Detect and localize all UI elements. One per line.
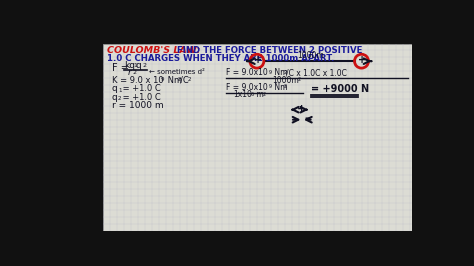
Text: Nm: Nm <box>272 83 287 92</box>
Text: Nm: Nm <box>164 76 182 85</box>
Bar <box>103 44 412 231</box>
Text: 9: 9 <box>268 84 272 89</box>
Text: r: r <box>128 68 131 77</box>
Text: -: - <box>304 112 309 125</box>
Bar <box>59 32 427 44</box>
Text: 2: 2 <box>118 97 122 101</box>
Text: F =: F = <box>112 63 129 73</box>
Text: = +1.0 C: = +1.0 C <box>120 84 161 93</box>
Text: 1000m: 1000m <box>273 76 299 85</box>
Text: +: + <box>254 56 262 65</box>
Text: /C: /C <box>180 76 189 85</box>
Text: 6: 6 <box>251 92 254 97</box>
Text: K = 9.0 x 10: K = 9.0 x 10 <box>112 76 164 85</box>
Text: FIND THE FORCE BETWEEN 2 POSITIVE: FIND THE FORCE BETWEEN 2 POSITIVE <box>174 47 362 56</box>
Bar <box>412 32 427 237</box>
Text: 1x10: 1x10 <box>234 90 253 99</box>
Text: kq: kq <box>124 61 136 70</box>
Text: 2: 2 <box>283 84 286 89</box>
Text: 1: 1 <box>118 88 122 93</box>
Text: m: m <box>254 90 264 99</box>
Text: COULOMB'S LAW:: COULOMB'S LAW: <box>107 47 201 56</box>
Text: +: + <box>358 56 366 65</box>
Text: F = 9.0x10: F = 9.0x10 <box>226 83 268 92</box>
Text: 1000m: 1000m <box>297 51 324 60</box>
Text: +: + <box>297 104 306 114</box>
Bar <box>59 231 427 237</box>
Text: q: q <box>136 61 142 70</box>
Text: F = 9.0x10: F = 9.0x10 <box>226 68 268 77</box>
Text: /C x 1.0C x 1.0C: /C x 1.0C x 1.0C <box>285 68 346 77</box>
Text: 2: 2 <box>283 69 286 74</box>
Text: 2: 2 <box>142 63 146 68</box>
Text: 1.0 C CHARGES WHEN THEY ARE 1000m APART.: 1.0 C CHARGES WHEN THEY ARE 1000m APART. <box>107 54 335 63</box>
Text: = +9000 N: = +9000 N <box>311 84 369 94</box>
Text: = +1.0 C: = +1.0 C <box>120 93 161 102</box>
Text: 9: 9 <box>161 77 164 82</box>
Text: r = 1000 m: r = 1000 m <box>112 101 164 110</box>
Text: Nm: Nm <box>272 68 287 77</box>
Text: 2: 2 <box>188 77 191 82</box>
Text: q: q <box>112 93 118 102</box>
Text: ← sometimes d²: ← sometimes d² <box>149 69 205 75</box>
Text: 1: 1 <box>134 63 137 68</box>
Text: 2: 2 <box>298 77 301 82</box>
Text: 2: 2 <box>178 77 182 82</box>
Text: 9: 9 <box>268 69 272 74</box>
Text: q: q <box>112 84 118 93</box>
Text: 2: 2 <box>262 92 265 97</box>
Bar <box>59 32 103 237</box>
Text: 2: 2 <box>132 69 136 74</box>
